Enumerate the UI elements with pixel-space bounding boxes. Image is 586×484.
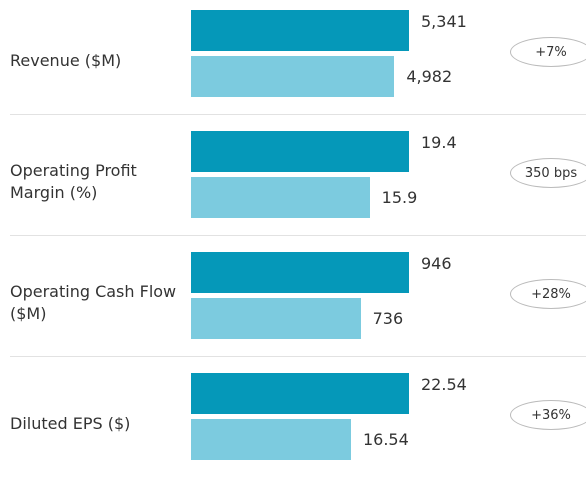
value-label: 736 [372, 309, 404, 328]
bar [191, 177, 370, 218]
category-label: Operating Profit Margin (%) [10, 160, 137, 202]
separator [10, 235, 586, 236]
value-label: 15.9 [381, 188, 418, 207]
value-label: 19.4 [421, 133, 457, 152]
metric-row: Revenue ($M) 5,341 4,982 +7% [0, 0, 586, 121]
change-badge: +36% [510, 400, 586, 430]
separator [10, 356, 586, 357]
change-badge: +7% [510, 37, 586, 67]
metric-row: Diluted EPS ($) 22.54 16.54 +36% [0, 363, 586, 484]
category-label: Diluted EPS ($) [10, 413, 131, 433]
bar [191, 10, 409, 51]
change-badge: +28% [510, 279, 586, 309]
bar [191, 373, 409, 414]
metric-row: Operating Profit Margin (%) 19.4 15.9 350 b… [0, 121, 586, 242]
page: Revenue ($M) 5,341 4,982 +7% Operating Profi… [0, 0, 586, 460]
bar [191, 56, 395, 97]
value-label: 5,341 [421, 12, 467, 31]
change-badge: 350 bps [510, 158, 586, 188]
bar [191, 131, 409, 172]
value-label: 16.54 [362, 430, 409, 449]
bar [191, 252, 409, 293]
bar [191, 419, 351, 460]
category-label: Operating Cash Flow ($M) [10, 281, 177, 323]
value-label: 22.54 [421, 375, 467, 394]
value-label: 946 [421, 254, 452, 273]
bar [191, 298, 361, 339]
category-label: Revenue ($M) [10, 50, 122, 70]
metric-row: Operating Cash Flow ($M) 946 736 +28% [0, 242, 586, 363]
separator [10, 114, 586, 115]
value-label: 4,982 [406, 67, 453, 86]
